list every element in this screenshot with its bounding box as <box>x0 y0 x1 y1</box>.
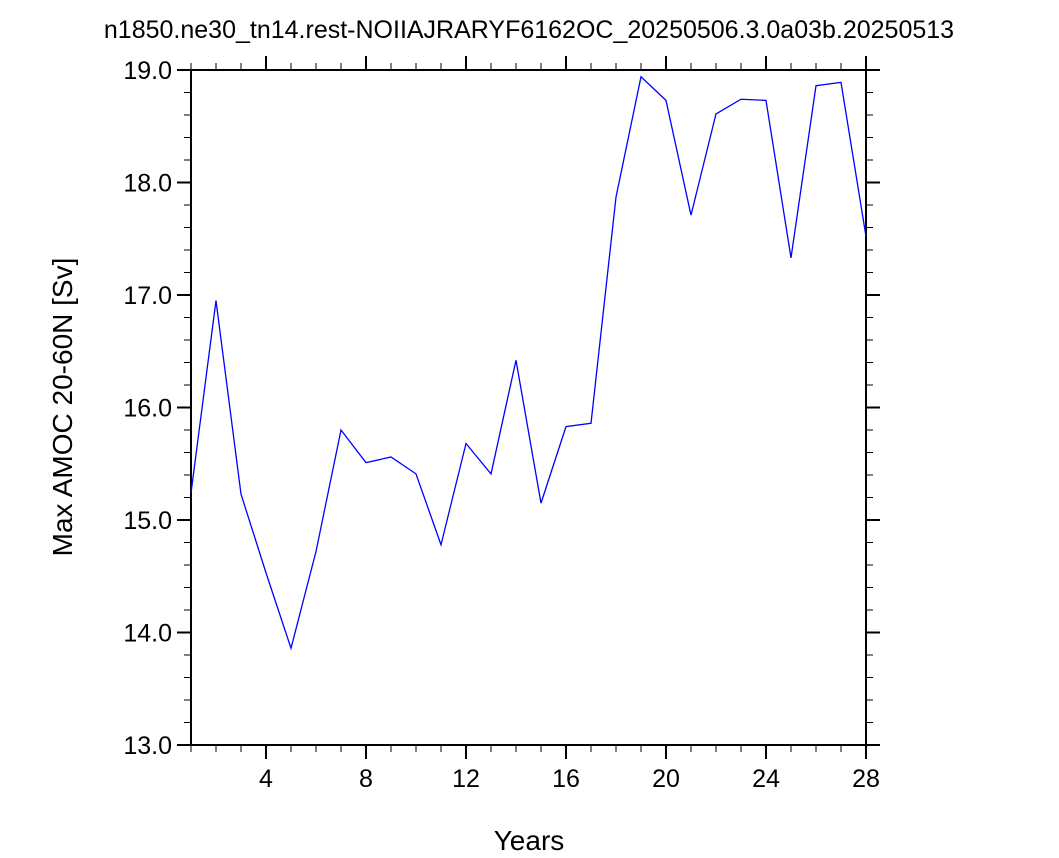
x-tick-label: 4 <box>259 765 273 793</box>
y-tick-label: 17.0 <box>123 282 172 310</box>
y-tick-label: 19.0 <box>123 57 172 85</box>
x-minor-ticks <box>190 63 867 752</box>
x-tick-label: 24 <box>752 765 780 793</box>
chart-title: n1850.ne30_tn14.rest-NOIIAJRARYF6162OC_2… <box>104 16 954 44</box>
x-tick-label: 20 <box>652 765 680 793</box>
y-tick-label: 13.0 <box>123 732 172 760</box>
y-axis-label: Max AMOC 20-60N [Sv] <box>47 258 78 557</box>
x-major-ticks <box>265 56 867 759</box>
y-tick-label: 14.0 <box>123 620 172 648</box>
x-tick-label: 12 <box>452 765 480 793</box>
series-line <box>190 75 867 651</box>
y-tick-label: 18.0 <box>123 170 172 198</box>
x-axis-label: Years <box>494 825 565 856</box>
x-tick-label: 28 <box>852 765 880 793</box>
y-tick-label: 16.0 <box>123 395 172 423</box>
y-minor-ticks <box>184 69 873 746</box>
x-tick-labels: 4 8 12 16 20 24 28 <box>259 765 880 793</box>
y-tick-labels: 13.0 14.0 15.0 16.0 17.0 18.0 19.0 <box>123 57 172 760</box>
x-tick-label: 8 <box>359 765 373 793</box>
x-tick-label: 16 <box>552 765 580 793</box>
y-tick-label: 15.0 <box>123 507 172 535</box>
y-major-ticks <box>177 69 880 746</box>
